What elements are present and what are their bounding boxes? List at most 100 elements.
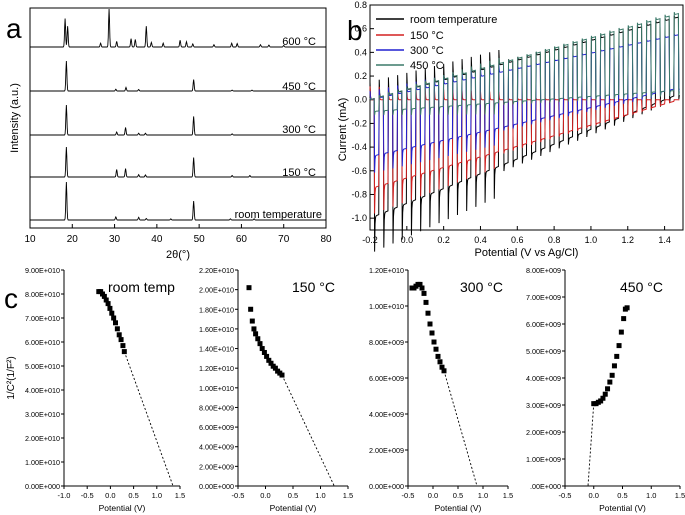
xrd-pattern-line — [30, 181, 326, 221]
y-tick-label: 9.00E+010 — [25, 266, 60, 275]
plot-frame — [369, 4, 684, 231]
x-axis-label: 2θ(°) — [166, 249, 190, 261]
data-point — [261, 349, 267, 355]
y-tick-label: 1.40E+010 — [199, 345, 234, 354]
y-tick-label: -0.6 — [351, 166, 367, 176]
y-tick-label: 7.00E+009 — [526, 293, 561, 302]
y-tick-label: 2.20E+010 — [199, 266, 234, 275]
plot-frame — [29, 7, 327, 229]
x-tick-label: 1.5 — [175, 491, 185, 500]
data-point — [249, 318, 255, 324]
x-axis-label: Potential (V vs Ag/Cl) — [475, 247, 579, 259]
x-tick-label: -1.0 — [58, 491, 71, 500]
data-point — [259, 346, 265, 352]
x-tick-label: 1.5 — [503, 491, 513, 500]
x-tick-label: 0.0 — [428, 491, 438, 500]
x-tick-label: 80 — [320, 234, 332, 245]
x-axis-label: Potential (V) — [435, 503, 482, 513]
data-point — [421, 290, 427, 296]
y-tick-label: 0.0 — [354, 95, 367, 105]
x-tick-label: 1.0 — [585, 235, 598, 245]
chart-b-photocurrent: -0.2 0.0 0.2 0.4 0.6 0.8 1.0 1.2 1.4 -1.0 -0.8 -0.6… — [337, 0, 684, 259]
y-tick-label: 6.00E+009 — [526, 320, 561, 329]
xrd-pattern-line — [30, 146, 326, 178]
data-point — [105, 301, 111, 307]
chart-c3-mott-schottky-300: -0.5 0.0 0.5 1.0 1.5 0.00E+000 2.00E+009 4.00E+… — [369, 266, 513, 513]
y-tick-label: 0.6 — [354, 24, 367, 34]
data-point — [264, 353, 270, 359]
y-tick-label: 2.00E+010 — [25, 434, 60, 443]
y-tick-label: -0.8 — [351, 189, 367, 199]
x-tick-label: 1.0 — [478, 491, 488, 500]
data-point — [600, 395, 606, 401]
data-point — [272, 365, 278, 371]
x-tick-label: -0.5 — [559, 491, 572, 500]
y-tick-label: 7.00E+010 — [25, 314, 60, 323]
x-axis-label: Potential (V) — [599, 503, 646, 513]
y-tick-label: 0.8 — [354, 0, 367, 10]
data-point — [602, 391, 608, 397]
y-tick-label: 1.00E+010 — [199, 384, 234, 393]
x-tick-label: 0.2 — [437, 235, 450, 245]
x-tick-label: -0.2 — [362, 235, 378, 245]
pattern-label: 600 °C — [282, 36, 316, 48]
x-axis-label: Potential (V) — [270, 503, 317, 513]
chart-c1-mott-schottky-room-temp: -1.0 -0.5 0.0 0.5 1.0 1.5 0.00E+000 1.00E+010 2.… — [6, 266, 185, 513]
data-point — [116, 332, 122, 338]
chart-a-xrd: 10 20 30 40 50 60 70 80 2θ(°) Intensity (a.u.) roo… — [9, 7, 332, 261]
y-tick-label: 2.00E+009 — [369, 446, 404, 455]
y-tick-label: 0.2 — [354, 71, 367, 81]
x-tick-label: 0.0 — [260, 491, 270, 500]
chart-c2-mott-schottky-150: -0.5 0.0 0.5 1.0 1.5 0.00E+000 2.00E+009 4.00E+… — [199, 266, 353, 513]
y-axis-label: Intensity (a.u.) — [9, 83, 21, 153]
y-tick-label: 6.00E+009 — [199, 423, 234, 432]
data-point — [417, 281, 423, 287]
y-tick-label: 4.00E+009 — [369, 410, 404, 419]
data-point — [437, 359, 443, 365]
x-tick-label: 30 — [109, 234, 121, 245]
y-tick-label: -0.4 — [351, 142, 367, 152]
x-tick-label: 20 — [67, 234, 79, 245]
x-tick-label: 0.8 — [548, 235, 561, 245]
xrd-pattern-line — [30, 8, 326, 48]
data-point — [609, 372, 615, 378]
data-point — [253, 331, 259, 337]
data-point — [439, 364, 445, 370]
x-tick-label: 0.5 — [288, 491, 298, 500]
y-tick-label: -0.2 — [351, 118, 367, 128]
panel-a-letter: a — [6, 13, 22, 44]
lsv-series-line — [369, 12, 680, 116]
x-tick-label: -0.5 — [232, 491, 245, 500]
y-tick-label: 8.00E+009 — [369, 338, 404, 347]
y-tick-label: 5.00E+009 — [526, 347, 561, 356]
data-point — [257, 341, 263, 347]
data-point — [248, 306, 254, 312]
y-tick-label: 3.00E+010 — [25, 410, 60, 419]
xrd-pattern-line — [30, 60, 326, 92]
fit-line — [123, 351, 174, 487]
y-tick-label: 0.00E+000 — [25, 482, 60, 491]
data-point — [431, 339, 437, 345]
data-point — [616, 343, 622, 349]
x-tick-label: 0.5 — [128, 491, 138, 500]
pattern-label: room temperature — [235, 209, 322, 221]
data-point — [103, 297, 109, 303]
y-tick-label: 1.80E+010 — [199, 305, 234, 314]
y-tick-label: 3.00E+009 — [526, 401, 561, 410]
data-point — [114, 326, 120, 332]
y-tick-label: 6.00E+009 — [369, 374, 404, 383]
x-tick-label: -0.5 — [402, 491, 415, 500]
data-point — [111, 315, 117, 321]
y-axis-label: Current (mA) — [337, 98, 349, 162]
data-point — [101, 293, 107, 299]
y-tick-label: 5.00E+010 — [25, 362, 60, 371]
data-point — [618, 329, 624, 335]
y-tick-label: 4.00E+010 — [25, 386, 60, 395]
data-point — [279, 372, 285, 378]
data-point — [429, 330, 435, 336]
x-tick-label: 40 — [151, 234, 163, 245]
y-tick-label: 2.00E+009 — [199, 462, 234, 471]
x-tick-label: 0.0 — [105, 491, 115, 500]
y-tick-label: 0.00E+000 — [199, 482, 234, 491]
